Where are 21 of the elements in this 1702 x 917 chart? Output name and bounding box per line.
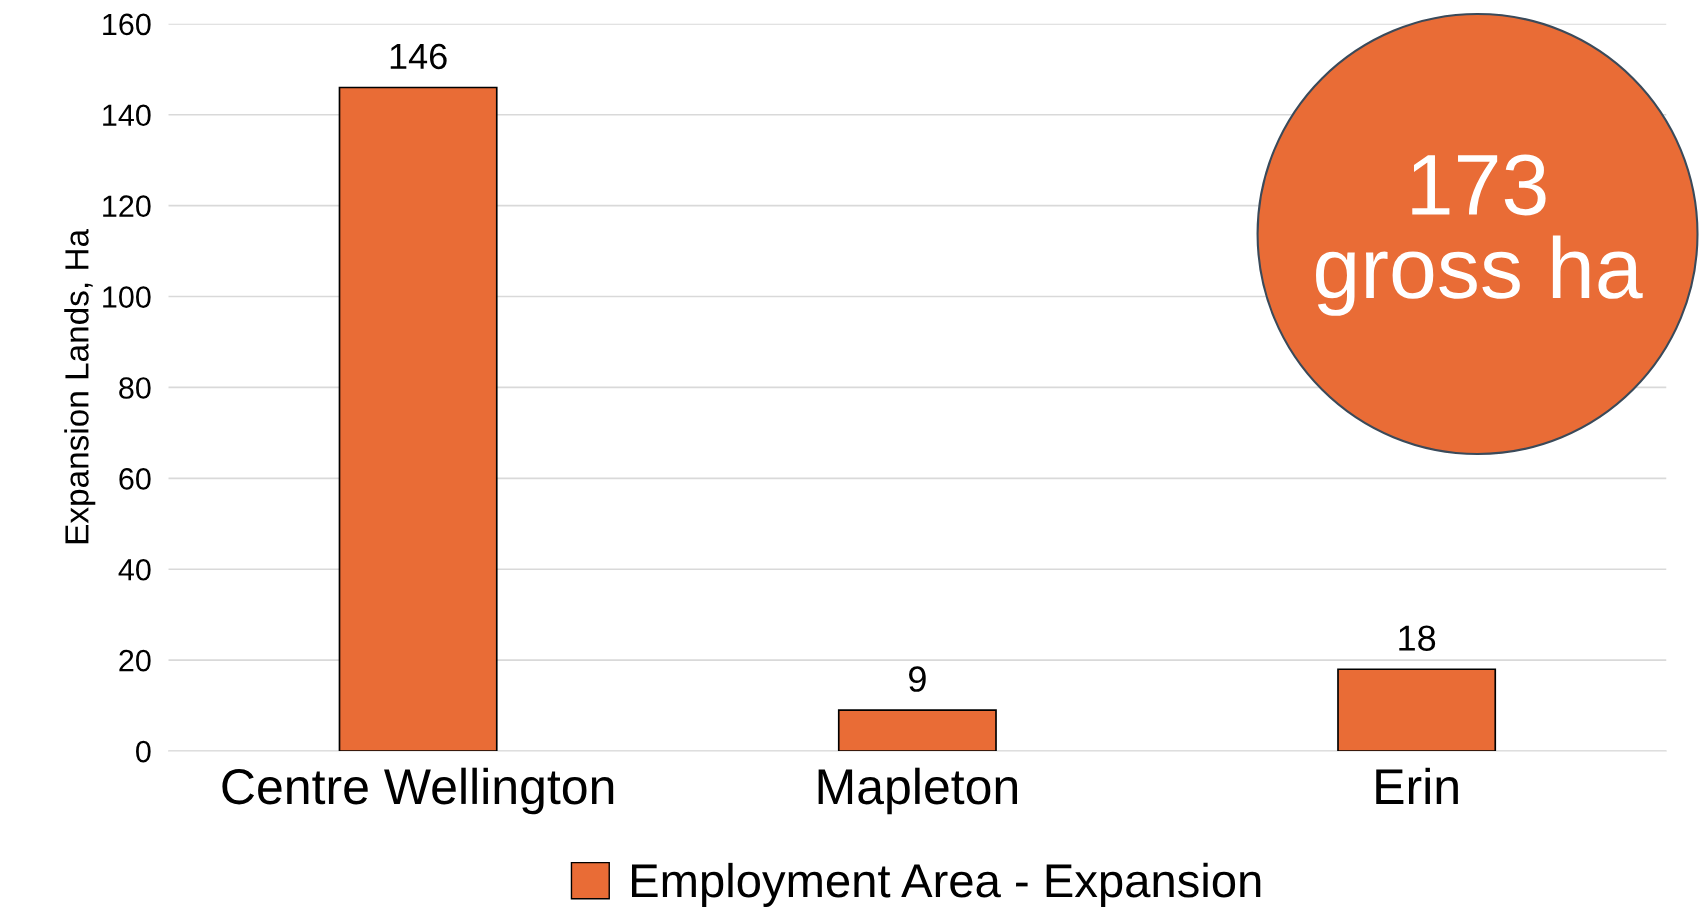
y-tick-label: 80: [119, 377, 151, 399]
y-tick-label: 120: [103, 195, 151, 218]
bar: [1337, 668, 1497, 752]
x-tick-label: Erin: [1376, 767, 1458, 804]
y-tick-label: 20: [119, 649, 151, 672]
bar: [837, 709, 997, 752]
data-label: 146: [390, 43, 447, 70]
x-tick-label: Centre Wellington: [222, 767, 614, 815]
y-tick-label: 100: [103, 286, 151, 308]
y-axis-title: Expansion Lands, Ha: [64, 228, 96, 544]
data-label: 18: [1399, 625, 1436, 651]
y-tick-label: 60: [119, 468, 151, 490]
y-tick-label: 140: [103, 104, 151, 127]
y-tick-label: 0: [136, 740, 151, 763]
legend-label: Employment Area - Expansion: [632, 862, 1261, 907]
bar: [338, 86, 498, 752]
y-tick-label: 40: [118, 558, 151, 581]
annotation: 173 gross ha: [1316, 154, 1643, 316]
data-label: 9: [909, 666, 926, 692]
y-tick-label: 160: [103, 13, 151, 36]
x-tick-label: Mapleton: [818, 767, 1017, 815]
